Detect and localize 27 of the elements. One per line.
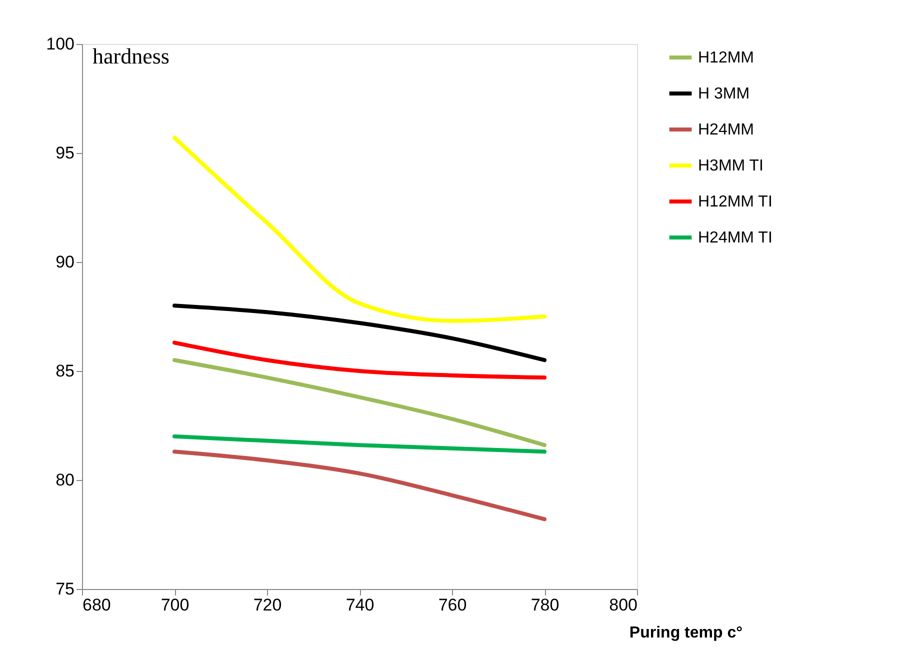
y-tick-label: 95 xyxy=(56,144,74,162)
legend-label: H 3MM xyxy=(698,86,750,102)
line-series xyxy=(172,136,546,323)
x-tick-label: 680 xyxy=(82,596,111,614)
x-tick-label: 740 xyxy=(346,596,374,614)
y-tick-label: 90 xyxy=(56,252,74,272)
y-axis-title: hardness xyxy=(92,44,170,68)
line-series xyxy=(172,304,546,362)
x-tick-label: 800 xyxy=(609,596,638,614)
y-tick-label: 80 xyxy=(56,470,74,490)
y-tick-label: 75 xyxy=(56,580,74,598)
legend-label: H12MM TI xyxy=(698,194,772,210)
x-tick-label: 780 xyxy=(530,596,560,614)
x-tick-label: 760 xyxy=(438,596,467,614)
line-series xyxy=(172,434,546,454)
line-series xyxy=(172,358,546,448)
legend-label: H24MM xyxy=(698,122,754,138)
legend-label: H3MM TI xyxy=(698,158,764,174)
line-series xyxy=(172,450,546,522)
y-tick-label: 100 xyxy=(46,34,74,54)
legend-label: H12MM xyxy=(698,50,754,66)
x-axis-title: Puring temp c° xyxy=(629,624,742,642)
x-tick-label: 700 xyxy=(160,596,190,614)
line-series xyxy=(172,340,546,380)
x-tick-label: 720 xyxy=(253,596,282,614)
y-tick-label: 85 xyxy=(56,362,74,380)
legend-label: H24MM TI xyxy=(698,230,772,246)
